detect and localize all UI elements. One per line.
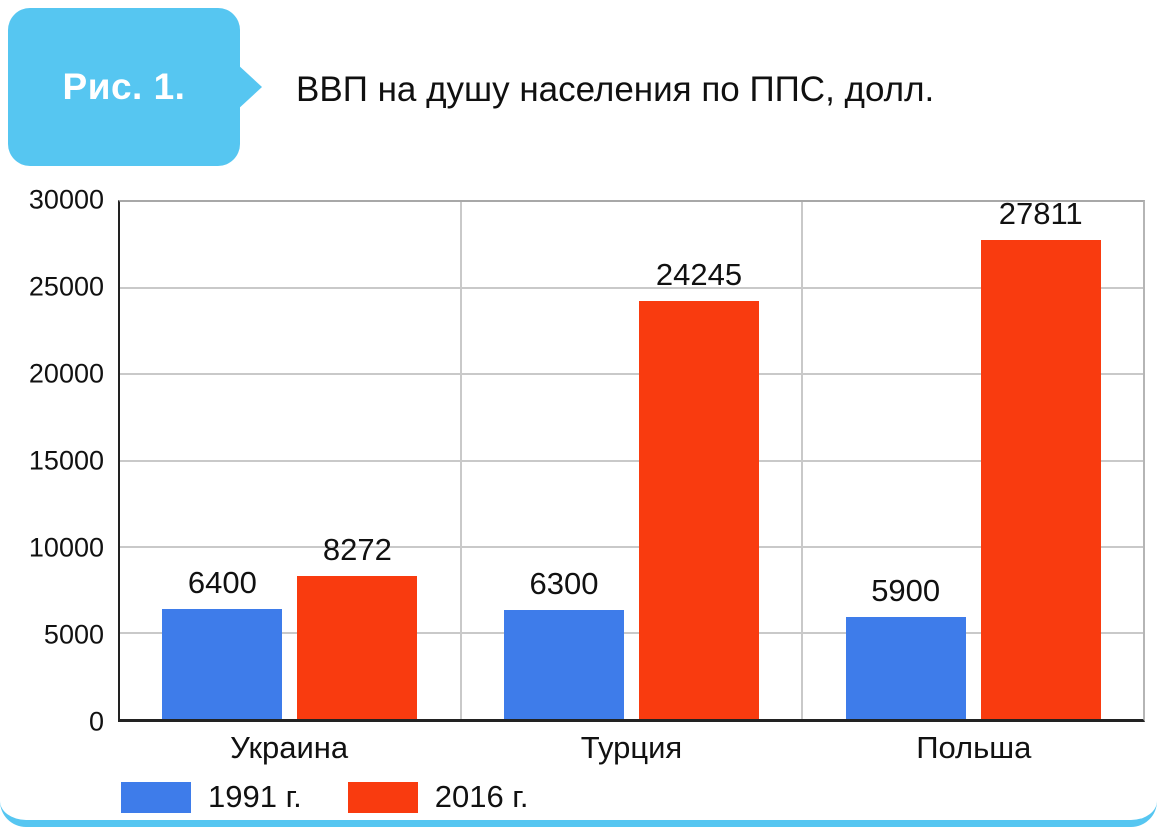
- gridline: [120, 287, 1143, 290]
- plot-area: 6400 8272 6300 24245 5900 27811: [118, 196, 1145, 722]
- legend-label: 2016 г.: [434, 779, 529, 814]
- figure-badge-label: Рис. 1.: [62, 66, 186, 107]
- y-tick-label: 5000: [43, 619, 104, 650]
- y-tick-label: 20000: [28, 358, 104, 389]
- category-group: 5900 27811: [803, 196, 1143, 719]
- legend-label: 1991 г.: [208, 779, 302, 814]
- legend-swatch: [121, 781, 191, 813]
- bar: 8272: [297, 532, 418, 719]
- x-category-label: Турция: [580, 730, 683, 765]
- bar-value-label: 5900: [871, 573, 941, 609]
- category-group: 6400 8272: [120, 202, 462, 719]
- category-group: 6300 24245: [462, 202, 804, 719]
- bar-value-label: 6400: [187, 564, 257, 600]
- bar-value-label: 24245: [655, 257, 743, 293]
- gridline: [120, 373, 1143, 376]
- y-tick-label: 0: [88, 706, 104, 737]
- bar-chart: 0 5000 10000 15000 20000 25000 30000 6400 8272 6…: [0, 186, 1145, 735]
- y-axis: 0 5000 10000 15000 20000 25000 30000: [0, 186, 118, 735]
- bar-value-label: 27811: [998, 195, 1083, 231]
- bar: 27811: [980, 196, 1101, 719]
- bar: 24245: [639, 257, 759, 719]
- x-category-label: Польша: [916, 730, 1032, 765]
- x-axis-labels: Украина Турция Польша: [118, 730, 1145, 766]
- legend-item: 1991 г.: [121, 779, 302, 815]
- gridline: [120, 459, 1143, 462]
- bar: 6400: [162, 565, 283, 719]
- bar-value-label: 6300: [529, 566, 599, 602]
- badge-arrow-icon: [236, 63, 262, 111]
- y-tick-label: 10000: [28, 532, 104, 563]
- y-tick-label: 15000: [28, 445, 104, 476]
- legend-swatch: [347, 781, 418, 813]
- x-category-label: Украина: [230, 730, 349, 765]
- gridline: [120, 631, 1143, 634]
- legend-item: 2016 г.: [347, 779, 529, 815]
- y-tick-label: 25000: [28, 271, 104, 302]
- bar-value-label: 8272: [322, 532, 392, 568]
- figure-badge: Рис. 1.: [8, 8, 262, 166]
- bar: 5900: [845, 573, 966, 719]
- y-tick-label: 30000: [28, 184, 104, 215]
- legend: 1991 г. 2016 г.: [121, 779, 528, 815]
- gridline: [120, 545, 1143, 548]
- bar: 6300: [504, 566, 624, 719]
- chart-title: ВВП на душу населения по ППС, долл.: [296, 70, 935, 109]
